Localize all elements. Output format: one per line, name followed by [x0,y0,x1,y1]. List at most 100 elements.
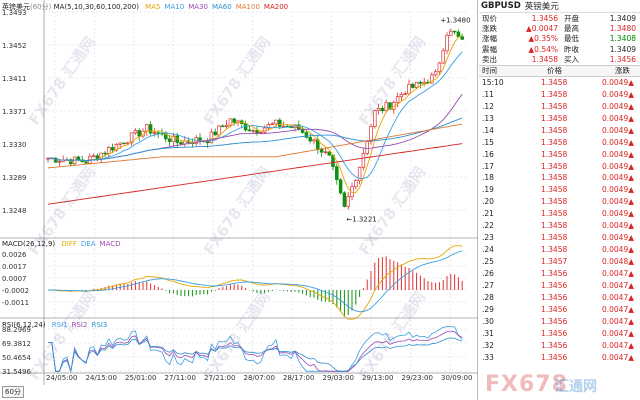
ma10-line [47,51,463,180]
ma-legend-ma5: MA5 [145,3,161,11]
candle-body [418,81,423,84]
candle-body [452,30,457,33]
candle-body [346,196,350,207]
candle-body [327,151,331,156]
candle-body [449,30,453,36]
tick-row[interactable]: .23 1.3458 0.0049▲ [479,232,640,244]
tick-change: 0.0049▲ [601,101,634,111]
tick-row[interactable]: .26 1.3456 0.0047▲ [479,268,640,280]
quote-value: 1.3456 [531,13,558,23]
tick-row[interactable]: .30 1.3456 0.0047▲ [479,316,640,328]
tick-row[interactable]: .27 1.3456 0.0047▲ [479,280,640,292]
symbol-name: 英镑美元 [524,2,559,12]
tick-time: .25 [482,257,494,267]
quote-value: 1.3408 [609,34,636,44]
tick-time: .15 [482,137,494,147]
quote-label: 最低 [564,34,579,44]
tick-row[interactable]: .18 1.3458 0.0049▲ [479,172,640,184]
time-tick: 28/07:00 [243,374,275,382]
tick-row[interactable]: .29 1.3456 0.0047▲ [479,304,640,316]
tick-row[interactable]: .22 1.3458 0.0049▲ [479,220,640,232]
quote-summary: 现价 1.3456 开盘 1.3409 涨跌 ▲0.0047 最高 1.3480 涨… [479,13,640,65]
tick-row[interactable]: .17 1.3458 0.0049▲ [479,161,640,173]
tick-row[interactable]: .13 1.3458 0.0049▲ [479,113,640,125]
time-tick: 29/03:00 [322,374,354,382]
candle-body [118,142,122,145]
tick-time: .31 [482,328,494,338]
header-time: 时间 [482,66,497,76]
tick-price: 1.3458 [541,209,568,219]
tick-change: 0.0047▲ [601,280,634,290]
tick-row[interactable]: .24 1.3458 0.0049▲ [479,244,640,256]
tick-price: 1.3456 [541,280,568,290]
candle-body [384,102,388,112]
quote-value: 1.3456 [609,55,636,65]
tick-row[interactable]: .11 1.3458 0.0049▲ [479,89,640,101]
tick-change: 0.0049▲ [601,185,634,195]
candle-body [251,130,255,132]
tick-row[interactable]: .20 1.3458 0.0049▲ [479,196,640,208]
candle-body [414,81,419,88]
candle-body [437,62,442,73]
candle-body [224,124,229,127]
high-annotation: +1.3480 [440,17,470,25]
tick-row[interactable]: .28 1.3456 0.0047▲ [479,292,640,304]
tick-row[interactable]: 15:10 1.3458 0.0049▲ [479,77,640,89]
tick-time: .27 [482,280,494,290]
dea-line [48,250,463,313]
tick-row[interactable]: .12 1.3458 0.0049▲ [479,101,640,113]
tick-price: 1.3458 [541,221,568,231]
tick-change: 0.0049▲ [601,137,634,147]
rsi2-line [48,330,463,372]
tick-price: 1.3458 [541,197,568,207]
candlestick-chart[interactable]: +1.3480 ←1.3221 [0,0,478,400]
tick-row[interactable]: .33 1.3456 0.0047▲ [479,352,640,364]
tick-row[interactable]: .16 1.3458 0.0049▲ [479,149,640,161]
rsi-tick: 88.2969 [2,326,31,334]
price-tick: 1.3493 [2,9,27,17]
ma-params: MA(5,10,30,60,100,200) [53,3,139,11]
candle-body [53,157,58,163]
tick-row[interactable]: .19 1.3458 0.0049▲ [479,184,640,196]
tick-change: 0.0047▲ [601,304,634,314]
quote-row: 涨跌 ▲0.0047 最高 1.3480 [479,23,640,33]
quote-row: 现价 1.3456 开盘 1.3409 [479,13,640,23]
tick-row[interactable]: .21 1.3458 0.0049▲ [479,208,640,220]
chart-panel[interactable]: +1.3480 ←1.3221 英镑美元(60分) MA(5,10,30,60,1… [0,0,478,400]
candle-body [411,83,415,88]
quote-value: ▲0.0047 [525,24,558,34]
candle-body [259,131,263,134]
candle-body [152,132,157,134]
low-annotation: ←1.3221 [346,215,376,223]
candle-body [57,161,62,163]
candle-body [403,93,407,95]
time-tick: 29/13:00 [362,374,394,382]
candle-body [376,107,381,112]
candle-body [84,161,88,164]
tick-change: 0.0048▲ [601,257,634,267]
rsi-params: RSI(6,12,24) [2,321,46,329]
quote-value: ▲0.35% [528,34,558,44]
time-tick: 24/15:00 [85,374,117,382]
tick-time: .18 [482,173,494,183]
candle-body [122,142,126,145]
time-tick: 24/05:00 [46,374,78,382]
macd-tick: -0.0002 [2,287,30,295]
tick-change: 0.0047▲ [601,316,634,326]
tick-row[interactable]: .15 1.3458 0.0049▲ [479,137,640,149]
tick-time: .26 [482,268,494,278]
ma-legend-ma60: MA60 [211,3,232,11]
period-button[interactable]: 60分 [2,386,24,398]
time-tick: 29/23:00 [401,374,433,382]
tick-row[interactable]: .31 1.3456 0.0047▲ [479,328,640,340]
tick-change: 0.0049▲ [601,89,634,99]
ma-legend-ma10: MA10 [164,3,185,11]
quote-panel: GBPUSD 英镑美元 现价 1.3456 开盘 1.3409 涨跌 ▲0.004… [479,0,640,400]
tick-row[interactable]: .25 1.3457 0.0048▲ [479,256,640,268]
tick-row[interactable]: .14 1.3458 0.0049▲ [479,125,640,137]
tick-row[interactable]: .32 1.3456 0.0047▲ [479,340,640,352]
tick-table[interactable]: 15:10 1.3458 0.0049▲ .11 1.3458 0.0049▲ .1… [479,77,640,364]
tick-time: .20 [482,197,494,207]
candle-body [156,132,160,134]
tick-change: 0.0049▲ [601,245,634,255]
